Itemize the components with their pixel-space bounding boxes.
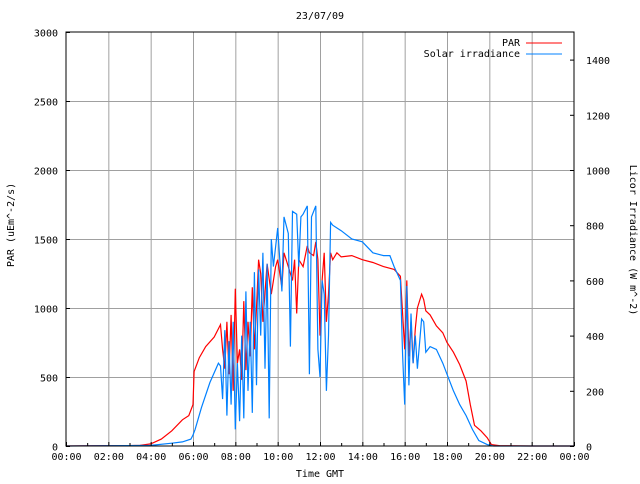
y-tick-label: 1000 [34,305,58,316]
y2-tick-label: 1200 [586,111,610,122]
y-tick-label: 1500 [34,236,58,247]
y-tick-label: 2500 [34,98,58,109]
x-tick-label: 18:00 [432,452,462,463]
ticks: 00:00 02:00 04:00 06:00 08:00 10:00 12:00 14:00… [34,29,610,464]
y-tick-label: 2000 [34,167,58,178]
series-lines [65,205,574,447]
x-tick-label: 20:00 [475,452,505,463]
solar-irradiance-series-line [65,205,574,447]
x-tick-label: 22:00 [517,452,547,463]
x-axis-label: Time GMT [296,469,344,480]
x-tick-label: 06:00 [178,452,208,463]
x-tick-label: 12:00 [305,452,335,463]
gridlines [66,32,574,446]
x-tick-label: 00:00 [559,452,589,463]
x-tick-label: 04:00 [136,452,166,463]
y-tick-label: 3000 [34,29,58,40]
x-tick-label: 00:00 [51,452,81,463]
x-tick-label: 16:00 [390,452,420,463]
y-tick-label: 500 [40,374,58,385]
y2-tick-label: 0 [586,443,592,454]
legend-label-par: PAR [502,38,521,49]
x-tick-label: 08:00 [221,452,251,463]
y2-tick-label: 1000 [586,167,610,178]
y2-tick-label: 600 [586,277,604,288]
x-tick-label: 10:00 [263,452,293,463]
chart-title: 23/07/09 [296,11,344,22]
y2-tick-label: 800 [586,222,604,233]
x-tick-label: 14:00 [348,452,378,463]
y2-tick-label: 200 [586,387,604,398]
y2-axis-label: Licor Irradiance (W m^-2) [627,165,638,316]
legend: PAR Solar irradiance [424,38,562,60]
y-axis-label: PAR (uEm^-2/s) [6,183,17,267]
legend-label-solar: Solar irradiance [424,49,520,60]
y2-tick-label: 400 [586,332,604,343]
y-tick-label: 0 [52,443,58,454]
x-tick-label: 02:00 [94,452,124,463]
y2-tick-label: 1400 [586,56,610,67]
